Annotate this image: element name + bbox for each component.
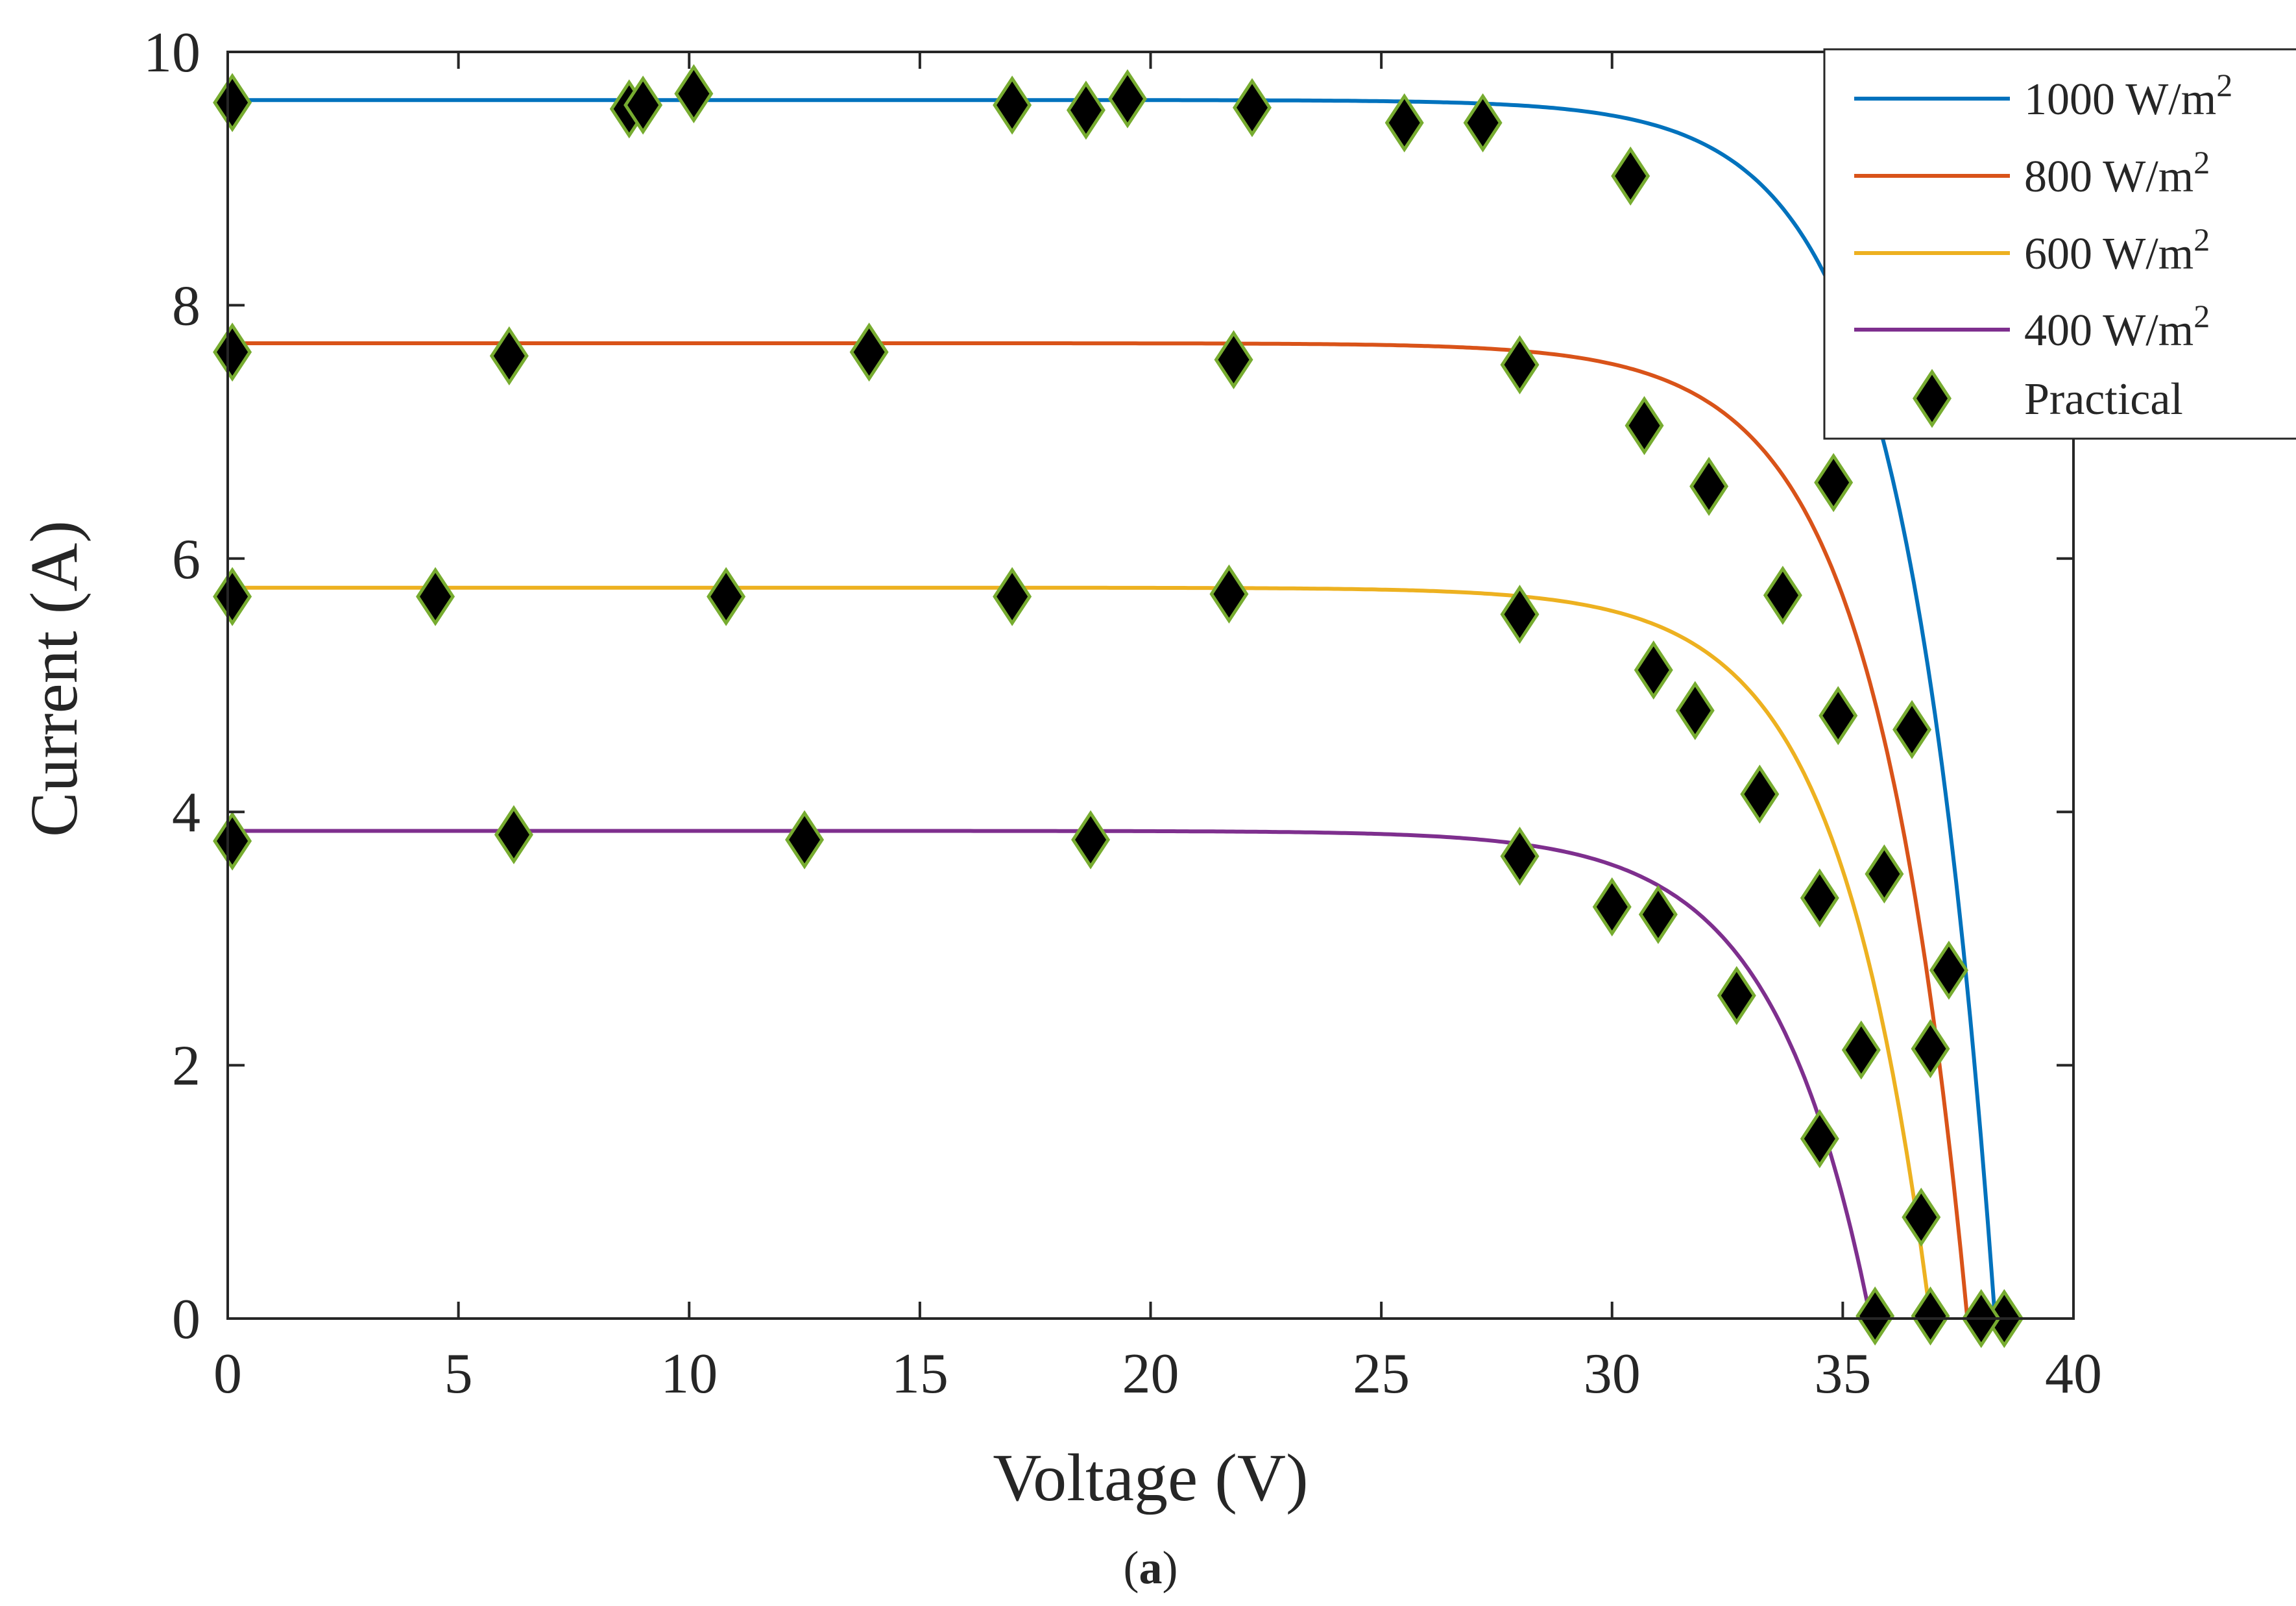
practical-marker [1717, 966, 1756, 1025]
x-tick-label: 20 [1122, 1343, 1179, 1405]
y-tick-label: 6 [172, 528, 200, 591]
practical-marker [993, 566, 1032, 626]
practical-marker [1107, 69, 1147, 128]
practical-marker [1071, 810, 1111, 870]
legend-label-3: 400 W/m2 [2024, 298, 2210, 356]
practical-marker [1865, 844, 1904, 904]
practical-marker [1209, 564, 1249, 624]
caption-letter: a [1139, 1542, 1163, 1594]
practical-marker [785, 810, 825, 870]
practical-marker [993, 75, 1032, 135]
practical-marker [213, 566, 252, 626]
legend-label-1: 800 W/m2 [2024, 144, 2210, 202]
practical-marker [1929, 940, 1968, 1000]
practical-marker [1740, 764, 1780, 824]
practical-marker [1892, 700, 1932, 759]
tick-layer: 0 5 10 15 20 25 30 35 40 0 2 4 6 8 10 [143, 21, 2102, 1405]
y-tick-label: 0 [172, 1288, 200, 1351]
practical-marker [1638, 884, 1678, 944]
x-tick-label: 15 [891, 1343, 949, 1405]
practical-marker [1625, 396, 1664, 456]
x-tick-label: 5 [444, 1343, 473, 1405]
x-tick-label: 35 [1814, 1343, 1871, 1405]
practical-marker [674, 64, 714, 123]
x-axis-title: Voltage (V) [993, 1441, 1308, 1515]
practical-marker [494, 805, 533, 864]
y-tick-label: 8 [172, 274, 200, 337]
practical-marker [1814, 453, 1854, 513]
legend-label-practical: Practical [2024, 374, 2183, 424]
practical-marker [849, 322, 889, 382]
practical-marker [1841, 1020, 1881, 1080]
practical-marker [1763, 565, 1802, 625]
legend-box [1823, 48, 2296, 440]
practical-marker [213, 811, 252, 871]
figure-caption: (a) [1124, 1542, 1178, 1594]
practical-marker [1214, 330, 1253, 389]
practical-marker [213, 322, 252, 382]
practical-marker [489, 326, 529, 386]
legend-label-0: 1000 W/m2 [2024, 67, 2232, 125]
practical-marker [1592, 877, 1632, 937]
practical-marker [1675, 681, 1715, 740]
legend-entries: 1000 W/m2 800 W/m2 600 W/m2 400 W/m2 Practic… [1854, 67, 2232, 428]
legend: 1000 W/m2 800 W/m2 600 W/m2 400 W/m2 Practic… [1823, 48, 2296, 440]
y-tick-label: 4 [172, 781, 200, 844]
legend-practical-marker [1913, 369, 1952, 428]
practical-marker [1800, 1109, 1839, 1169]
practical-marker [707, 566, 746, 626]
practical-marker [623, 75, 663, 135]
practical-marker [1500, 335, 1540, 395]
practical-marker [1232, 78, 1272, 138]
practical-marker [1463, 93, 1503, 152]
practical-marker [1500, 585, 1540, 644]
y-axis-title: Current (A) [17, 520, 91, 837]
series-line-2 [228, 585, 1933, 1319]
y-tick-label: 2 [172, 1035, 200, 1098]
practical-marker [1855, 1286, 1895, 1346]
practical-marker [1611, 146, 1650, 206]
x-tick-label: 30 [1584, 1343, 1641, 1405]
practical-marker [1911, 1286, 1950, 1346]
practical-marker [1500, 826, 1540, 886]
practical-marker [1384, 93, 1424, 152]
practical-marker [1066, 80, 1106, 140]
practical-marker [1689, 456, 1729, 517]
x-tick-label: 0 [213, 1343, 242, 1405]
legend-label-2: 600 W/m2 [2024, 221, 2210, 279]
y-tick-label: 10 [143, 21, 200, 84]
practical-marker [1800, 868, 1839, 928]
practical-marker [1819, 686, 1858, 746]
x-tick-label: 10 [660, 1343, 718, 1405]
practical-marker [416, 566, 455, 626]
practical-marker [1634, 640, 1673, 700]
x-tick-label: 25 [1353, 1343, 1410, 1405]
practical-markers-layer [213, 64, 2024, 1348]
practical-marker [213, 73, 252, 132]
practical-marker [1911, 1019, 1950, 1078]
practical-marker [1902, 1187, 1941, 1247]
x-tick-label: 40 [2045, 1343, 2102, 1405]
